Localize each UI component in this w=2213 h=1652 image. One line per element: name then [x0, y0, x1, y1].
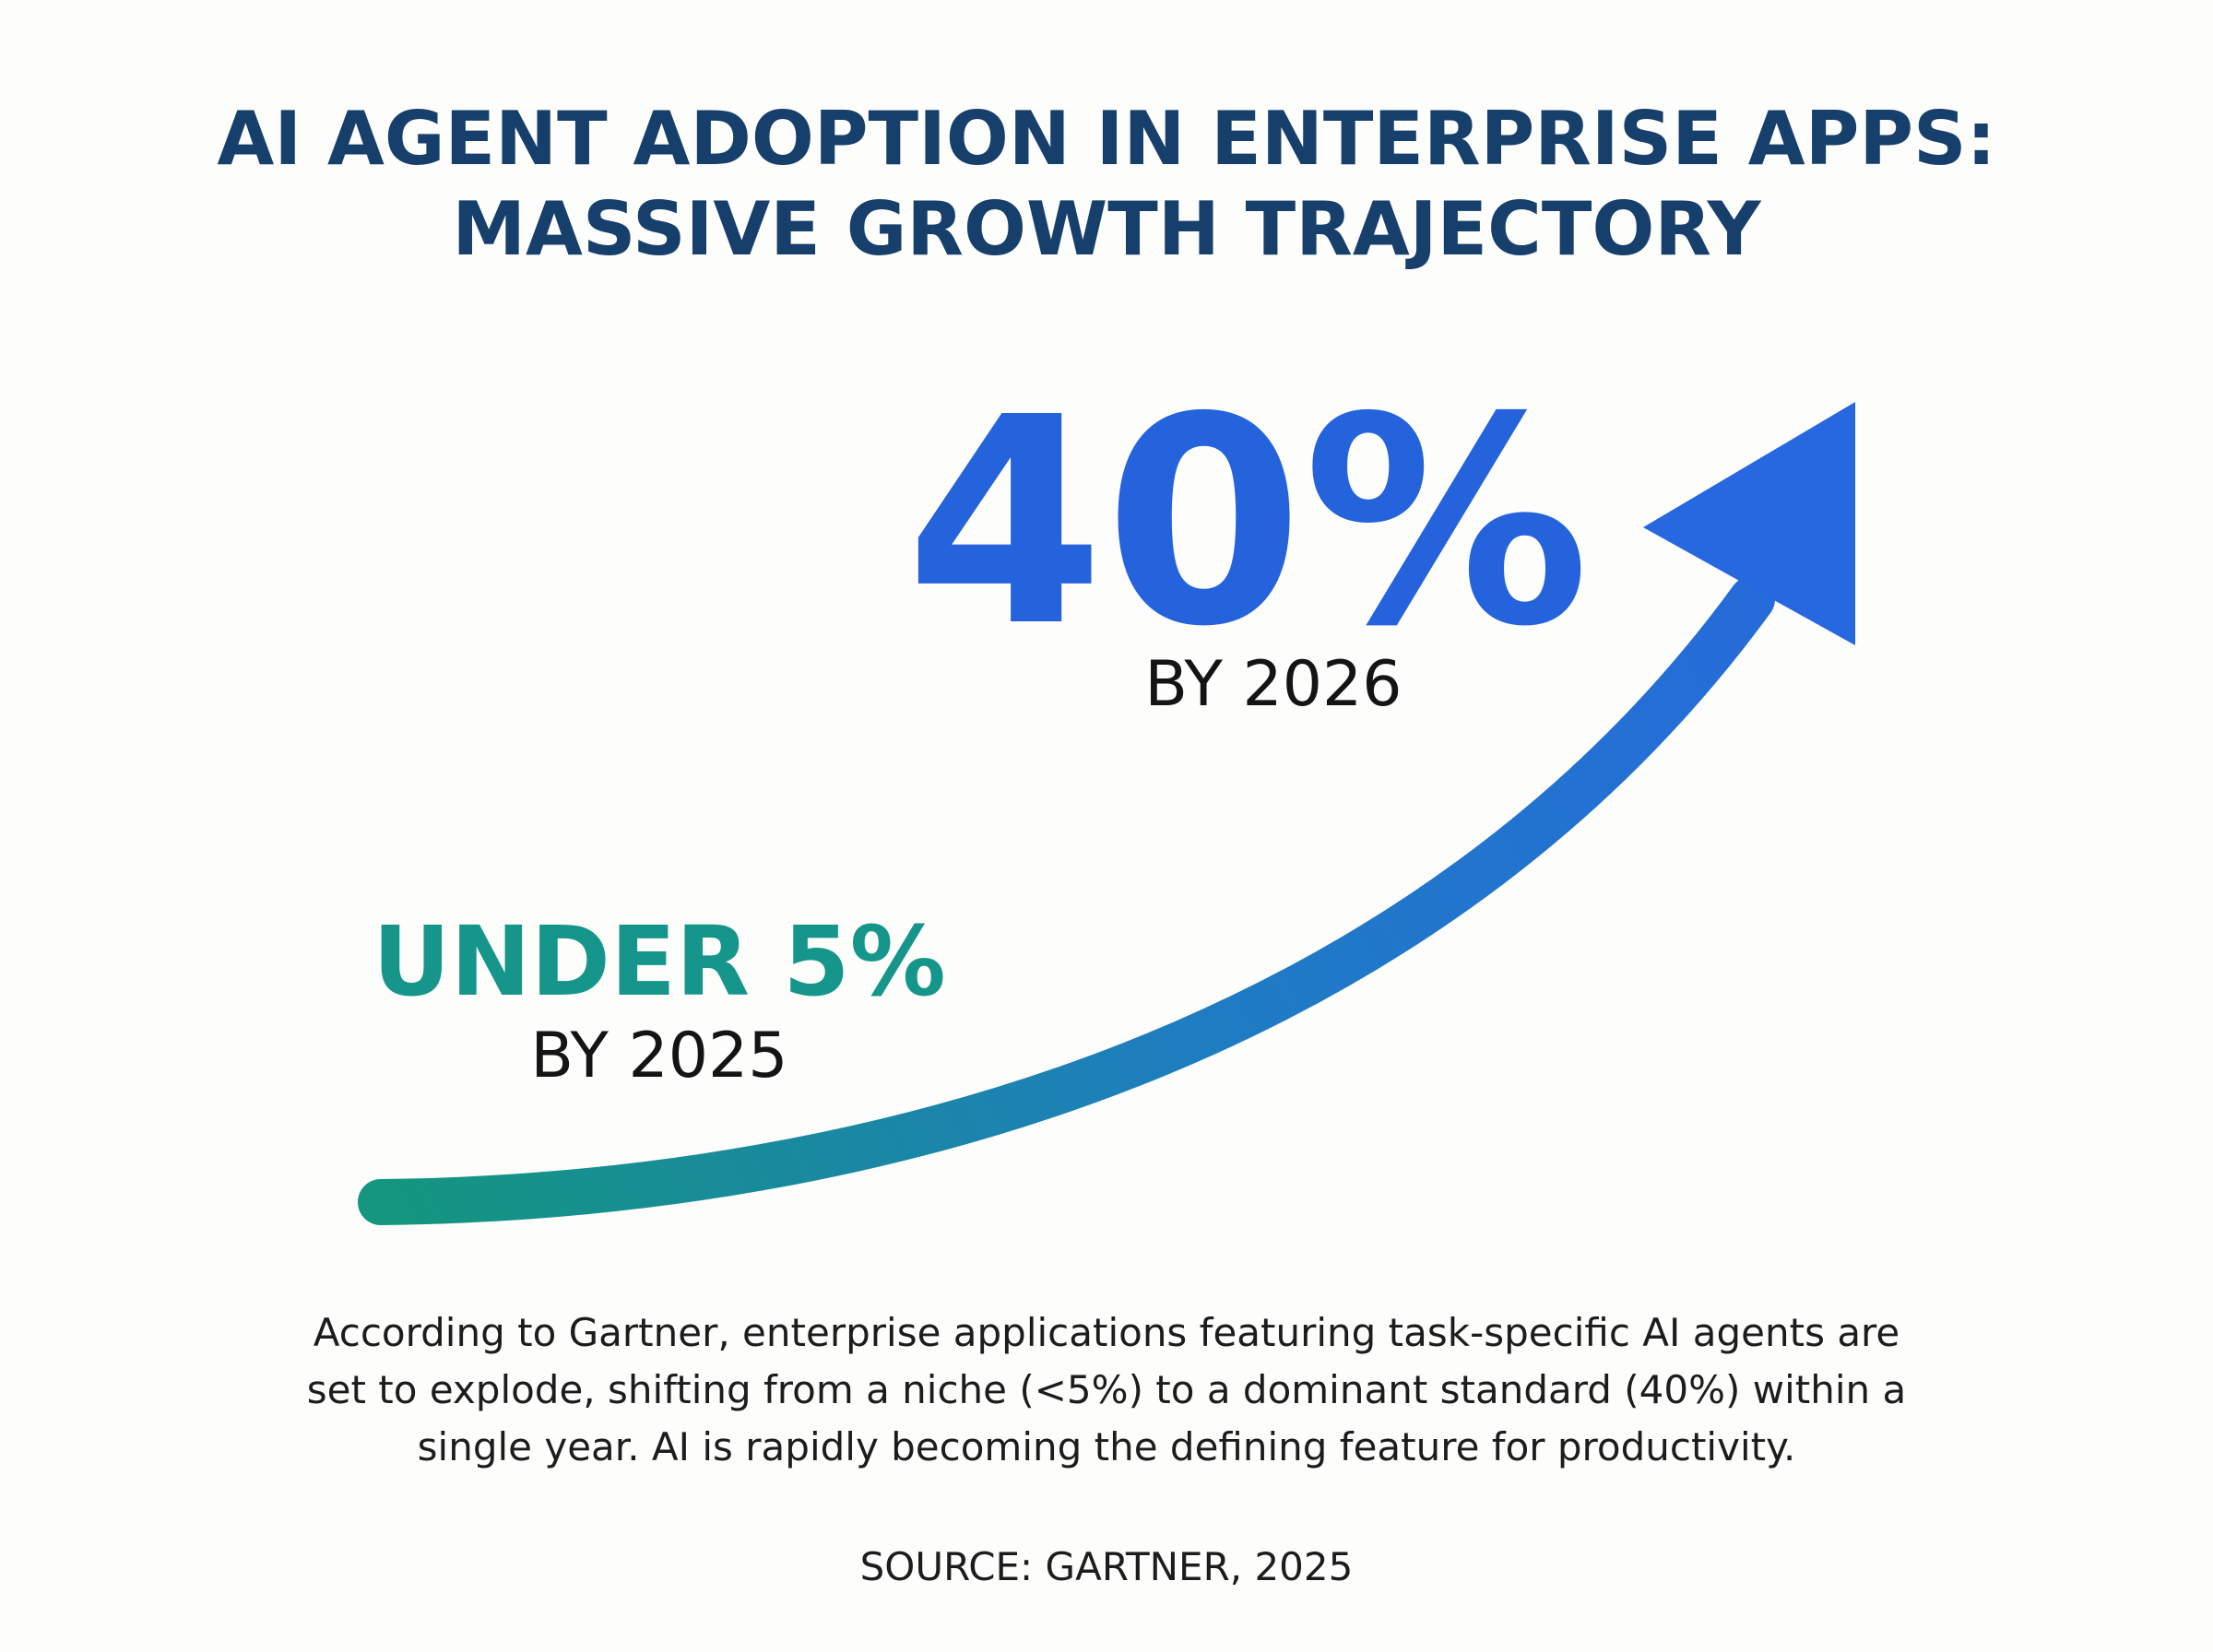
description-line: single year. AI is rapidly becoming the … [418, 1424, 1796, 1469]
baseline-value: UNDER 5% [373, 905, 946, 1018]
arrow-head [1643, 402, 1855, 645]
title-line: AI AGENT ADOPTION IN ENTERPRISE APPS: [217, 96, 1995, 182]
description-line: According to Gartner, enterprise applica… [314, 1310, 1900, 1355]
title-line: MASSIVE GROWTH TRAJECTORY [452, 186, 1761, 272]
highlight-value: 40% [905, 357, 1590, 690]
description-line: set to explode, shifting from a niche (<… [307, 1367, 1906, 1412]
growth-arrow [358, 576, 1775, 1225]
baseline-caption: BY 2025 [530, 1020, 787, 1092]
source: SOURCE: GARTNER, 2025 [860, 1544, 1354, 1589]
highlight-caption: BY 2026 [1144, 648, 1402, 721]
